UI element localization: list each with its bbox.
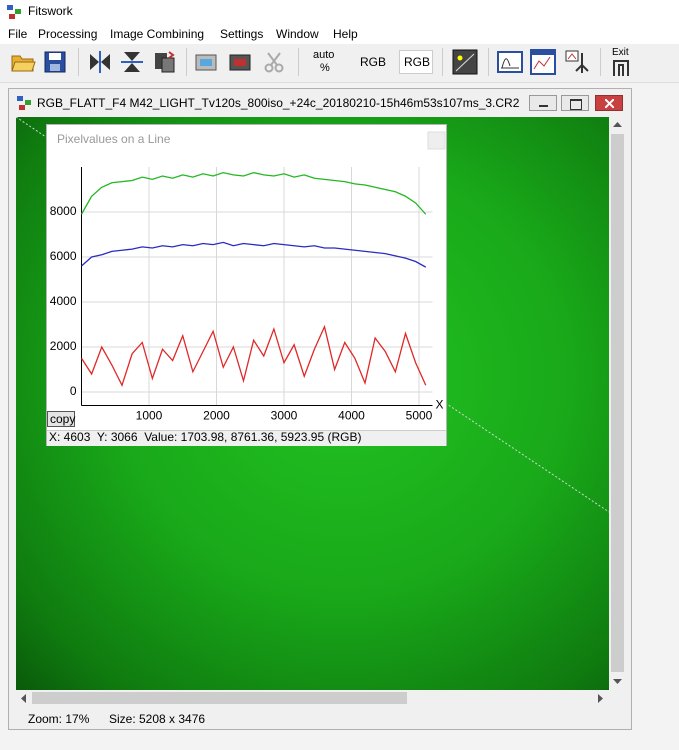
menu-item[interactable]: Processing [38, 27, 98, 41]
x-tick-label: 2000 [203, 409, 230, 423]
document-title: RGB_FLATT_F4 M42_LIGHT_Tv120s_800iso_+24… [37, 96, 520, 110]
x-tick-label: 5000 [406, 409, 433, 423]
star-button[interactable] [452, 49, 478, 75]
y-tick-label: 8000 [50, 204, 77, 218]
crop-button[interactable] [194, 50, 218, 74]
flip-button[interactable] [88, 50, 112, 74]
y-tick-label: 6000 [50, 249, 77, 263]
open-button[interactable] [10, 50, 36, 74]
histogram-button[interactable] [497, 50, 523, 74]
resize-button[interactable] [228, 50, 252, 74]
x-tick-label: 4000 [338, 409, 365, 423]
document-icon [17, 96, 31, 110]
y-tick-label: 2000 [50, 339, 77, 353]
exit-label: Exit [612, 47, 629, 58]
menu-item[interactable]: Window [276, 27, 319, 41]
readout-bar: X: 4603 Y: 3066 Value: 1703.98, 8761.36,… [47, 430, 446, 446]
rgb-toggle-button[interactable]: RGB [399, 50, 433, 74]
exit-icon [613, 60, 629, 76]
minimize-button[interactable] [529, 95, 557, 111]
menu-item[interactable]: File [8, 27, 28, 41]
menu-item[interactable]: Image Combining [110, 27, 205, 41]
plot-window: Pixelvalues on a Line 0 2000 4000 6000 8000 1… [46, 124, 447, 446]
auto-label: auto [313, 49, 335, 61]
data-line [81, 241, 427, 268]
plot-close-button[interactable] [427, 131, 446, 150]
maximize-button[interactable] [561, 95, 589, 111]
data-line [80, 324, 427, 387]
save-button[interactable] [44, 51, 66, 73]
menu-item[interactable]: Help [333, 27, 358, 41]
copy-label: copy [50, 412, 76, 426]
toolbar: auto % RGB RGB Exit [0, 44, 679, 83]
cut-button[interactable] [262, 50, 286, 74]
horizontal-scrollbar[interactable] [16, 690, 609, 706]
mdi-background [0, 730, 679, 750]
percent-label: % [320, 62, 330, 74]
app-icon [7, 5, 21, 19]
y-tick-label: 0 [70, 384, 77, 398]
x-tick-label: 1000 [136, 409, 163, 423]
rotate-button[interactable] [152, 50, 176, 74]
measure-button[interactable] [564, 49, 592, 75]
y-tick-label: 4000 [50, 294, 77, 308]
chart-title: Pixelvalues on a Line [57, 132, 171, 146]
vertical-scrollbar[interactable] [609, 117, 626, 690]
rgb-toggle-label: RGB [404, 55, 431, 69]
rgb-label: RGB [360, 55, 387, 69]
mirror-button[interactable] [120, 50, 144, 74]
data-line [80, 171, 427, 215]
x-tick-label: 3000 [271, 409, 298, 423]
plot-button[interactable] [530, 49, 556, 75]
menu-bar: File Processing Image Combining Settings Win… [0, 24, 679, 44]
line-chart: Pixelvalues on a Line 0 2000 4000 6000 8000 1… [50, 131, 446, 423]
rgb-button[interactable]: RGB [354, 52, 388, 72]
size-status: Size: 5208 x 3476 [109, 712, 206, 726]
menu-item[interactable]: Settings [220, 27, 264, 41]
exit-button[interactable]: Exit [606, 47, 636, 79]
title-bar: Fitswork [0, 0, 679, 24]
x-axis-label: X [436, 398, 444, 412]
pixel-readout: X: 4603 Y: 3066 Value: 1703.98, 8761.36,… [49, 430, 362, 444]
app-title: Fitswork [28, 4, 73, 18]
copy-button[interactable]: copy [47, 411, 75, 427]
close-button[interactable] [595, 95, 623, 111]
zoom-status: Zoom: 17% [28, 712, 90, 726]
auto-stretch-button[interactable]: auto % [310, 49, 338, 77]
